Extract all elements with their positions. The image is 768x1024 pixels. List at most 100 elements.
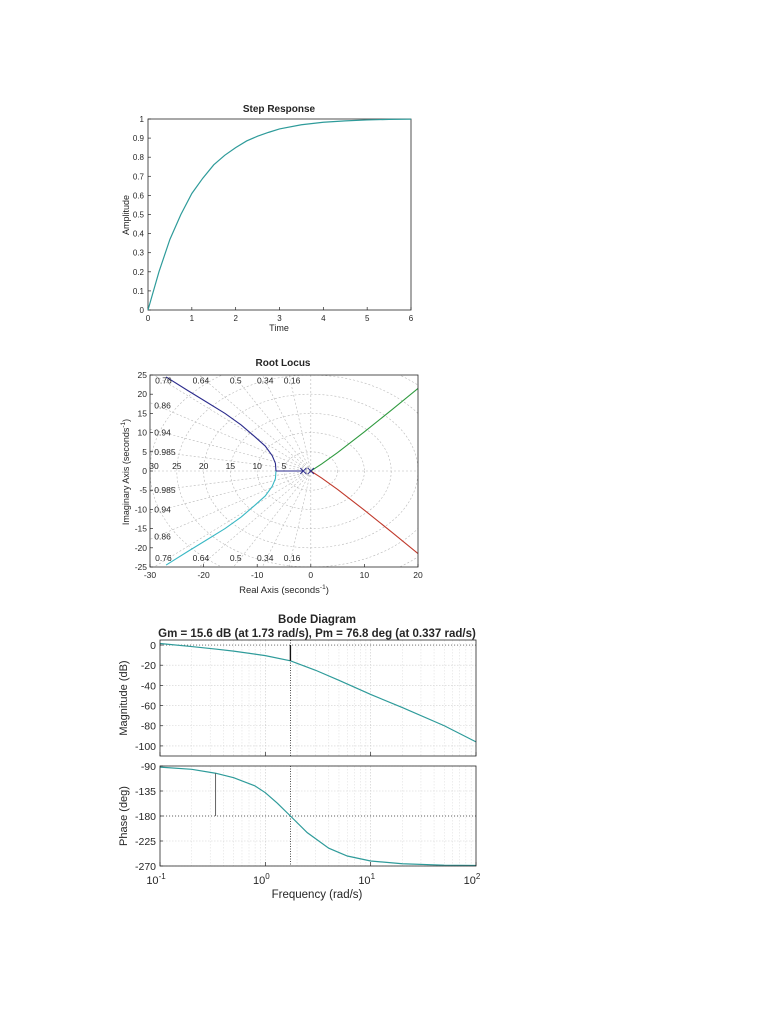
damping-label: 0.985 xyxy=(154,447,176,457)
y-tick-label: 0.8 xyxy=(133,153,145,162)
x-tick-label: -20 xyxy=(197,570,210,580)
damping-label: 0.5 xyxy=(230,375,242,385)
y-tick-label: -180 xyxy=(135,811,156,823)
damping-label: 0.86 xyxy=(154,531,171,541)
damping-label: 0.76 xyxy=(155,375,172,385)
y-tick-label: 0 xyxy=(140,306,145,315)
damping-grid-ray xyxy=(233,470,312,567)
root-locus-xlabel: Real Axis (seconds-1) xyxy=(239,584,329,596)
step-response-xlabel: Time xyxy=(269,323,289,333)
frequency-label: 25 xyxy=(172,461,182,471)
damping-grid-ray xyxy=(262,375,312,472)
x-tick-label: -30 xyxy=(144,570,157,580)
damping-label: 0.16 xyxy=(284,553,301,563)
damping-grid-ray xyxy=(150,402,311,472)
x-tick-label: 10 xyxy=(360,570,370,580)
root-locus-ylabel-end: ) xyxy=(121,419,131,422)
locus-branch xyxy=(165,376,277,472)
root-locus-series xyxy=(165,376,418,566)
bode-phase-axes xyxy=(159,765,477,867)
bode-title: Bode Diagram xyxy=(278,614,356,626)
bode-phase-ticks: -90 -135 -180 -225 -270 xyxy=(135,761,163,873)
y-tick-label: 25 xyxy=(138,370,148,380)
y-tick-label: -20 xyxy=(141,660,156,672)
y-tick-label: 0.9 xyxy=(133,134,145,143)
y-tick-label: 20 xyxy=(138,389,148,399)
y-tick-label: -25 xyxy=(135,562,148,572)
y-tick-label: -100 xyxy=(135,741,156,753)
x-tick-base: 10 xyxy=(464,875,476,887)
damping-grid-ray xyxy=(150,470,311,514)
y-tick-label: 0 xyxy=(150,640,156,652)
x-tick-base: 10 xyxy=(253,875,265,887)
root-locus-ylabel-main: Imaginary Axis (seconds xyxy=(121,427,131,525)
y-tick-label: -60 xyxy=(141,701,156,713)
step-response-series xyxy=(147,118,412,311)
step-response-ticks: 0 1 2 3 4 5 6 0 0.1 0.2 0.3 0.4 0.5 0.6 0.7 0.8 0.9 1 xyxy=(133,115,414,323)
x-tick-label: 2 xyxy=(233,314,238,323)
y-tick-label: -10 xyxy=(135,504,148,514)
x-tick-label: 102 xyxy=(464,872,481,887)
damping-label: 0.34 xyxy=(257,553,274,563)
frequency-label: 20 xyxy=(199,461,209,471)
root-locus-ticks: -30 -20 -10 0 10 20 -25 -20 -15 -10 -5 0 5 10 15 20 25 xyxy=(135,370,423,580)
damping-grid-ray xyxy=(150,470,311,540)
damping-label: 0.64 xyxy=(193,553,210,563)
y-tick-label: -15 xyxy=(135,524,148,534)
bode-magnitude-axes xyxy=(159,639,477,757)
bode-phase-ylabel: Phase (deg) xyxy=(118,786,130,846)
x-tick-base: 10 xyxy=(146,875,158,887)
step-response-ylabel: Amplitude xyxy=(121,195,131,235)
bode-subtitle: Gm = 15.6 dB (at 1.73 rad/s), Pm = 76.8 … xyxy=(158,628,476,640)
damping-label: 0.34 xyxy=(257,375,274,385)
y-tick-label: -135 xyxy=(135,786,156,798)
bode-xlabel: Frequency (rad/s) xyxy=(272,889,363,901)
frequency-label: 10 xyxy=(252,461,262,471)
y-tick-label: -40 xyxy=(141,680,156,692)
step-response-axes xyxy=(147,118,412,311)
x-tick-exponent: 1 xyxy=(371,872,376,881)
x-tick-label: 3 xyxy=(277,314,282,323)
bode-magnitude-grid xyxy=(160,640,476,756)
damping-grid-ray xyxy=(262,470,312,567)
root-locus-xlabel-end: ) xyxy=(326,585,329,596)
x-tick-label: 6 xyxy=(409,314,414,323)
bode-magnitude-ylabel: Magnitude (dB) xyxy=(118,660,130,735)
damping-label: 0.94 xyxy=(154,428,171,438)
x-tick-exponent: 2 xyxy=(476,872,481,881)
y-tick-label: 0.5 xyxy=(133,211,145,220)
y-tick-label: 0.2 xyxy=(133,268,145,277)
x-tick-label: 4 xyxy=(321,314,326,323)
y-tick-label: -225 xyxy=(135,836,156,848)
bode-phase-series xyxy=(159,766,477,867)
x-tick-label: 0 xyxy=(146,314,151,323)
damping-grid-ray xyxy=(233,375,312,472)
damping-label: 0.86 xyxy=(154,401,171,411)
y-tick-label: 0.1 xyxy=(133,287,145,296)
pole-marker xyxy=(299,467,307,475)
root-locus-chart: Root Locus 0.76 0.76 0.64 0.64 0.5 0.5 0.34 0.3… xyxy=(120,358,423,596)
y-tick-label: 15 xyxy=(138,408,148,418)
y-tick-label: 0.3 xyxy=(133,249,145,258)
y-tick-label: 0.4 xyxy=(133,230,145,239)
y-tick-label: -5 xyxy=(139,485,147,495)
root-locus-grid-labels: 0.76 0.76 0.64 0.64 0.5 0.5 0.34 0.34 0.16 0.16 0.… xyxy=(149,375,300,562)
x-tick-label: 100 xyxy=(253,872,270,887)
y-tick-label: 5 xyxy=(142,447,147,457)
x-tick-exponent: -1 xyxy=(159,872,167,881)
locus-branch xyxy=(165,470,277,566)
x-tick-exponent: 0 xyxy=(265,872,270,881)
bode-diagram-chart: Bode Diagram Gm = 15.6 dB (at 1.73 rad/s… xyxy=(118,614,481,901)
x-tick-label: 101 xyxy=(358,872,375,887)
pole-marker xyxy=(307,467,315,475)
x-tick-label: 5 xyxy=(365,314,370,323)
frequency-label: 30 xyxy=(149,461,159,471)
damping-label: 0.16 xyxy=(284,375,301,385)
damping-grid-ray xyxy=(288,470,312,567)
x-tick-base: 10 xyxy=(358,875,370,887)
bode-frequency-ticks: 10-1 100 101 102 xyxy=(146,752,481,887)
root-locus-ylabel: Imaginary Axis (seconds-1) xyxy=(120,419,131,525)
damping-label: 0.985 xyxy=(154,485,176,495)
locus-branch xyxy=(310,470,418,554)
